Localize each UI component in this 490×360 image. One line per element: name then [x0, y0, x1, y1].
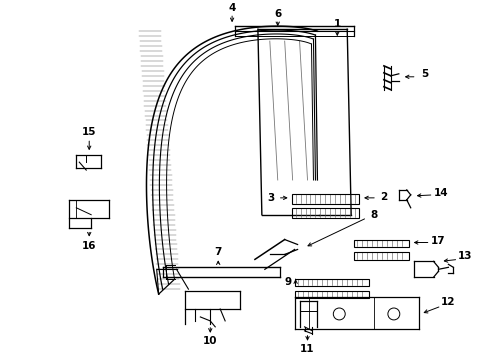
Text: 7: 7: [215, 247, 222, 257]
Text: 6: 6: [274, 9, 281, 19]
Bar: [354, 252, 409, 260]
Text: 4: 4: [228, 3, 236, 13]
Bar: [294, 279, 369, 286]
Bar: [354, 239, 409, 247]
Text: 15: 15: [82, 127, 97, 138]
Text: 8: 8: [370, 210, 378, 220]
Bar: [292, 208, 359, 218]
Text: 5: 5: [421, 69, 428, 79]
Text: 2: 2: [380, 192, 388, 202]
Text: 3: 3: [267, 193, 274, 203]
Text: 9: 9: [284, 277, 291, 287]
Text: 14: 14: [434, 188, 449, 198]
Bar: [292, 194, 359, 204]
Text: 13: 13: [458, 251, 472, 261]
Text: 1: 1: [334, 19, 341, 29]
Bar: [294, 291, 369, 298]
Text: 11: 11: [300, 344, 315, 354]
Text: 17: 17: [431, 235, 446, 246]
Text: 12: 12: [441, 297, 456, 307]
Text: 16: 16: [82, 242, 97, 252]
Text: 10: 10: [203, 336, 218, 346]
